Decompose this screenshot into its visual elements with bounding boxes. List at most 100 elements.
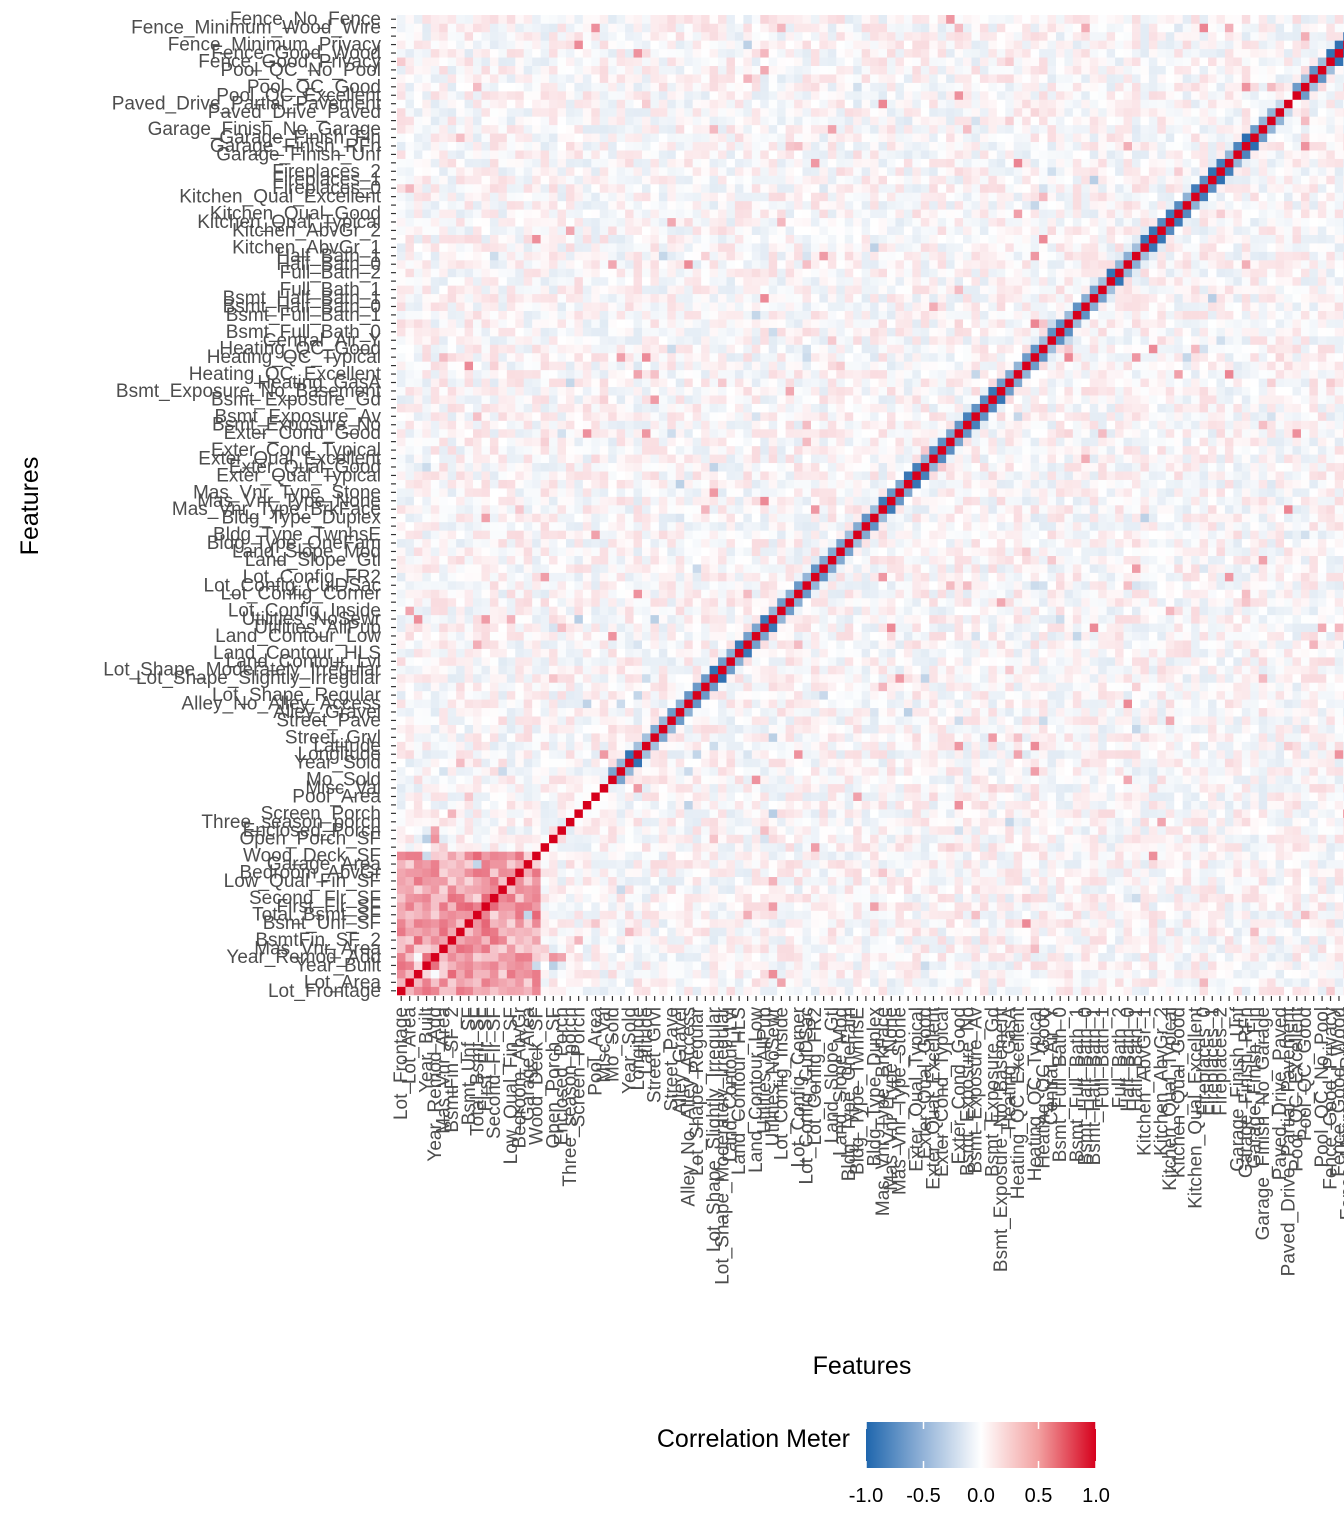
heatmap-cell: [464, 750, 474, 759]
heatmap-cell: [692, 733, 702, 742]
heatmap-cell: [1233, 851, 1243, 861]
heatmap-cell: [1182, 969, 1192, 979]
heatmap-cell: [1224, 733, 1234, 742]
heatmap-cell: [582, 766, 592, 776]
heatmap-cell: [650, 673, 660, 683]
heatmap-cell: [777, 648, 786, 658]
heatmap-cell: [870, 978, 879, 987]
heatmap-cell: [827, 876, 837, 886]
heatmap-cell: [675, 741, 685, 751]
heatmap-cell: [1326, 758, 1336, 768]
heatmap-cell: [760, 750, 770, 759]
heatmap-cell: [1284, 682, 1293, 692]
heatmap-cell: [1148, 868, 1158, 878]
heatmap-cell: [557, 690, 567, 700]
heatmap-cell: [557, 750, 567, 759]
heatmap-cell: [996, 978, 1006, 987]
heatmap-cell: [464, 826, 474, 835]
heatmap-cell: [1275, 758, 1285, 768]
heatmap-cell: [1250, 766, 1260, 776]
heatmap-cell: [1191, 826, 1200, 835]
heatmap-cell: [1250, 682, 1260, 692]
heatmap-cell: [1013, 682, 1023, 692]
heatmap-cell: [1275, 952, 1285, 962]
heatmap-cell: [591, 673, 601, 683]
heatmap-cell: [1284, 631, 1293, 641]
heatmap-cell: [1267, 834, 1276, 844]
heatmap-cell: [439, 733, 448, 742]
heatmap-cell: [481, 783, 491, 793]
heatmap-cell: [565, 707, 575, 717]
heatmap-cell: [1081, 783, 1091, 793]
heatmap-cell: [920, 657, 930, 666]
heatmap-cell: [1317, 826, 1327, 835]
heatmap-cell: [1148, 885, 1158, 894]
heatmap-cell: [785, 868, 795, 878]
heatmap-cell: [625, 978, 634, 987]
heatmap-cell: [777, 690, 786, 700]
heatmap-cell: [734, 986, 744, 996]
heatmap-cell: [498, 817, 508, 827]
heatmap-cell: [591, 648, 601, 658]
heatmap-cell: [413, 724, 423, 734]
heatmap-cell: [464, 817, 474, 827]
heatmap-cell: [819, 910, 829, 920]
heatmap-cell: [1098, 885, 1107, 894]
heatmap-cell: [582, 631, 592, 641]
heatmap-cell: [532, 783, 541, 793]
heatmap-cell: [574, 851, 584, 861]
heatmap-cell: [642, 893, 651, 903]
heatmap-cell: [439, 648, 448, 658]
heatmap-cell: [912, 817, 922, 827]
heatmap-cell: [1098, 724, 1107, 734]
heatmap-cell: [582, 750, 592, 759]
heatmap-cell: [1292, 893, 1302, 903]
heatmap-cell: [1039, 834, 1048, 844]
heatmap-cell: [1022, 733, 1031, 742]
heatmap-cell: [1165, 944, 1175, 954]
heatmap-cell: [515, 733, 525, 742]
heatmap-cell: [1326, 673, 1336, 683]
heatmap-cell: [1106, 775, 1116, 785]
heatmap-cell: [1191, 657, 1200, 666]
heatmap-cell: [895, 885, 905, 894]
heatmap-cell: [616, 859, 626, 869]
heatmap-cell: [1326, 868, 1336, 878]
heatmap-cell: [878, 707, 888, 717]
heatmap-cell: [1072, 716, 1082, 725]
heatmap-cell: [1072, 986, 1082, 996]
heatmap-cell: [878, 640, 888, 649]
heatmap-cell: [506, 910, 516, 920]
heatmap-cell: [861, 699, 871, 709]
heatmap-cell: [1030, 885, 1040, 894]
heatmap-cell: [684, 944, 693, 954]
heatmap-cell: [1182, 783, 1192, 793]
heatmap-cell: [625, 859, 634, 869]
heatmap-cell: [523, 876, 533, 886]
heatmap-cell: [709, 673, 719, 683]
heatmap-cell: [582, 792, 592, 801]
heatmap-cell: [1157, 834, 1167, 844]
heatmap-cell: [718, 631, 727, 641]
heatmap-cell: [1157, 673, 1167, 683]
heatmap-cell: [1055, 750, 1065, 759]
heatmap-cell: [447, 800, 457, 810]
heatmap-cell: [1148, 648, 1158, 658]
heatmap-cell: [650, 902, 660, 911]
heatmap-cell: [988, 733, 998, 742]
heatmap-cell: [1089, 741, 1099, 751]
heatmap-cell: [1224, 775, 1234, 785]
heatmap-cell: [1241, 783, 1251, 793]
heatmap-cell: [1098, 927, 1107, 937]
heatmap-cell: [1216, 834, 1226, 844]
heatmap-cell: [565, 918, 575, 928]
heatmap-cell: [1140, 673, 1150, 683]
heatmap-cell: [599, 935, 609, 945]
heatmap-cell: [464, 876, 474, 886]
heatmap-cell: [844, 927, 854, 937]
heatmap-cell: [625, 750, 634, 759]
heatmap-cell: [650, 648, 660, 658]
heatmap-cell: [430, 902, 440, 911]
heatmap-cell: [447, 876, 457, 886]
heatmap-cell: [870, 885, 879, 894]
